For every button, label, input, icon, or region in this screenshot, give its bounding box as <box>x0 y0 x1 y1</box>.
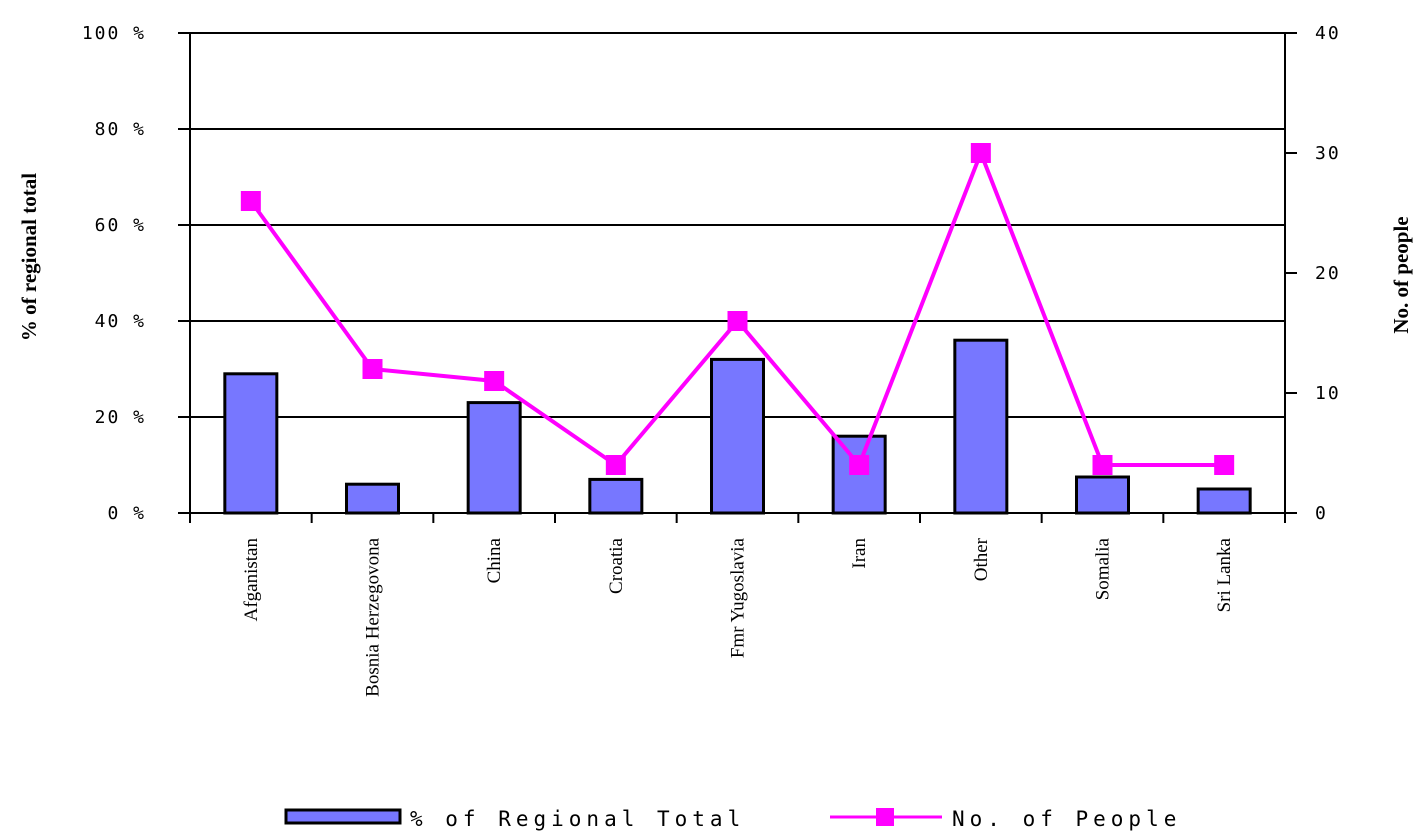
y-right-tick-label: 30 <box>1315 143 1341 164</box>
legend-line-label: No. of People <box>952 807 1181 831</box>
x-tick-label: Other <box>971 537 992 581</box>
line-point <box>1214 455 1235 475</box>
legend-bar-swatch <box>284 808 402 825</box>
bar <box>466 401 522 515</box>
y-left-tick-label: 20 % <box>95 407 146 428</box>
bar <box>710 357 765 515</box>
line-point <box>970 143 991 163</box>
y-left-tick-label: 40 % <box>95 311 146 332</box>
tick-labels: 0 % 20 % 40 % 60 % 80 % 100 % 0 10 20 30 40 <box>82 23 1341 524</box>
bar <box>1196 487 1252 515</box>
y-left-tick-label: 100 % <box>82 23 146 44</box>
line-point <box>362 359 383 379</box>
legend-line-marker <box>876 808 894 826</box>
line-series <box>240 143 1235 475</box>
x-tick-label: China <box>484 537 505 583</box>
x-tick-label: Afganistan <box>241 538 262 622</box>
y-right-tick-label: 40 <box>1315 23 1341 44</box>
x-tick-label: Somalia <box>1093 537 1114 600</box>
bar <box>1075 475 1130 515</box>
x-tick-label: Fmr Yugoslavia <box>728 537 749 658</box>
legend-bar-label: % of Regional Total <box>410 807 745 831</box>
y-axis-left-title: % of regional total <box>17 173 41 341</box>
bar <box>953 338 1009 515</box>
line-point <box>605 455 626 475</box>
y-left-tick-label: 80 % <box>95 119 146 140</box>
y-axis-right-title: No. of people <box>1389 216 1413 333</box>
x-tick-label: Croatia <box>606 537 627 593</box>
x-tick-label: Sri Lanka <box>1214 537 1235 612</box>
y-left-tick-label: 60 % <box>95 215 146 236</box>
category-labels: Afganistan Bosnia Herzegovona China Croatia… <box>241 537 1235 696</box>
line-point <box>1092 455 1113 475</box>
bar <box>345 482 400 515</box>
x-tick-label: Bosnia Herzegovona <box>363 537 384 696</box>
y-left-tick-label: 0 % <box>107 503 146 524</box>
x-tick-label: Iran <box>849 538 870 569</box>
bar-series <box>223 338 1252 515</box>
y-right-tick-label: 10 <box>1315 383 1341 404</box>
axes <box>178 32 1297 523</box>
line-point <box>849 455 870 475</box>
line-point <box>240 191 261 211</box>
y-right-tick-label: 0 <box>1315 503 1328 524</box>
line-point <box>727 311 748 331</box>
line-point <box>484 371 505 391</box>
bar <box>223 372 279 515</box>
y-right-tick-label: 20 <box>1315 263 1341 284</box>
legend: % of Regional Total No. of People <box>284 807 1181 831</box>
bar <box>588 477 644 515</box>
